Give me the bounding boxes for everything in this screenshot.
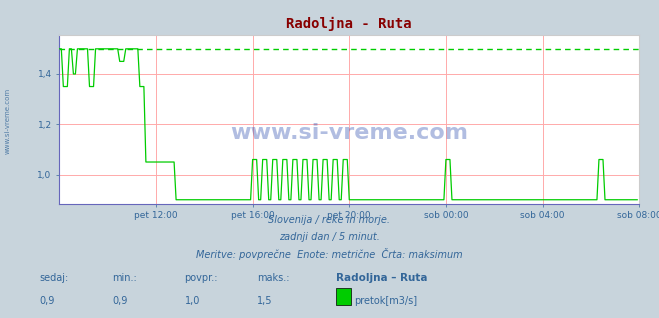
Text: min.:: min.:	[112, 273, 137, 283]
Text: Radoljna – Ruta: Radoljna – Ruta	[336, 273, 428, 283]
Text: www.si-vreme.com: www.si-vreme.com	[230, 123, 469, 143]
Text: 0,9: 0,9	[112, 296, 127, 306]
Text: povpr.:: povpr.:	[185, 273, 218, 283]
Text: Slovenija / reke in morje.: Slovenija / reke in morje.	[268, 215, 391, 225]
Text: Meritve: povprečne  Enote: metrične  Črta: maksimum: Meritve: povprečne Enote: metrične Črta:…	[196, 248, 463, 259]
Text: 0,9: 0,9	[40, 296, 55, 306]
Text: www.si-vreme.com: www.si-vreme.com	[5, 88, 11, 154]
Text: zadnji dan / 5 minut.: zadnji dan / 5 minut.	[279, 232, 380, 242]
Text: maks.:: maks.:	[257, 273, 289, 283]
Text: 1,5: 1,5	[257, 296, 273, 306]
Text: sedaj:: sedaj:	[40, 273, 69, 283]
Text: pretok[m3/s]: pretok[m3/s]	[355, 296, 418, 306]
Title: Radoljna - Ruta: Radoljna - Ruta	[287, 17, 412, 31]
Text: 1,0: 1,0	[185, 296, 200, 306]
